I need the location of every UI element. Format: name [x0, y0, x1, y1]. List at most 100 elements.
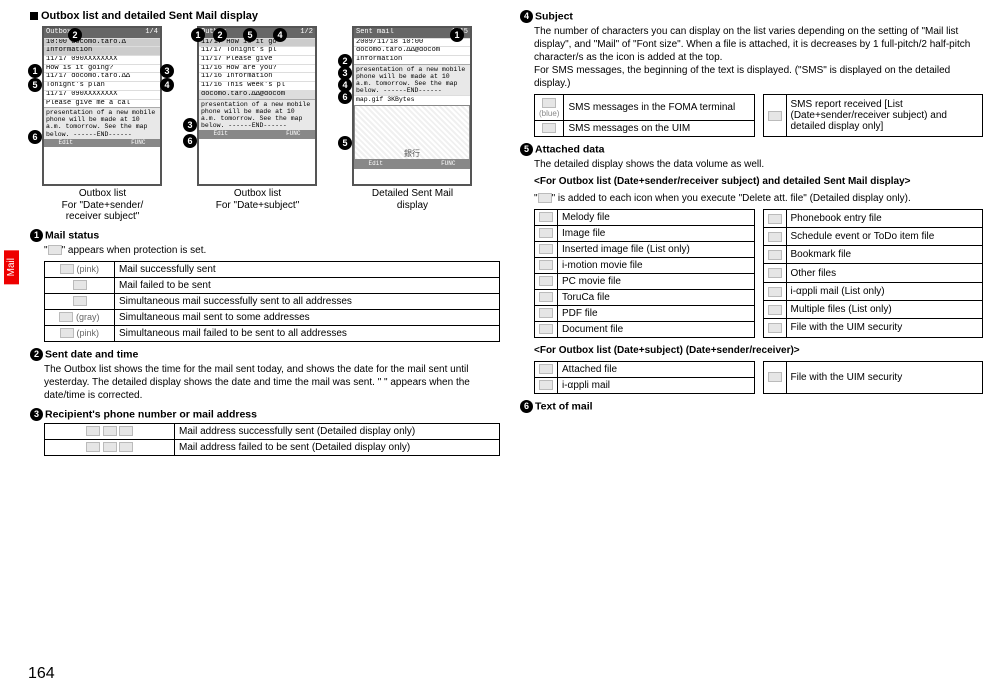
mail-sent-icon [60, 264, 74, 274]
table-row: Attached file [535, 361, 755, 377]
multiple-files-icon [768, 305, 782, 315]
table-row: (pink)Mail successfully sent [45, 261, 500, 277]
melody-icon [539, 212, 553, 222]
uim-security-icon-2 [768, 372, 782, 382]
file-type-tables: Melody file Image file Inserted image fi… [534, 209, 983, 338]
table-row: (blue)SMS messages in the FOMA terminal [535, 95, 755, 121]
callout-1b: 1 [191, 28, 205, 42]
table-row: Mail failed to be sent [45, 277, 500, 293]
document-icon [539, 324, 553, 334]
image-icon [539, 228, 553, 238]
mail-side-tab: Mail [4, 250, 19, 284]
attached-simple-tables: Attached file i-αppli mail File with the… [534, 361, 983, 394]
table-row: File with the UIM security [763, 319, 983, 337]
toruca-icon [539, 292, 553, 302]
sub-outbox-date-subject: <For Outbox list (Date+subject) (Date+se… [534, 344, 983, 357]
text-subject: The number of characters you can display… [534, 25, 983, 90]
uim-security-icon [768, 323, 782, 333]
callout-6b: 6 [183, 134, 197, 148]
heading-subject: 4Subject [520, 10, 983, 23]
table-row: SMS report received [List (Date+sender/r… [763, 95, 983, 137]
table-row: Melody file [535, 209, 755, 225]
table-row: Bookmark file [763, 246, 983, 264]
heading-sent-date: 2Sent date and time [30, 348, 500, 361]
schedule-icon [768, 232, 782, 242]
phone-1: 1 2 3 4 5 6 Outbox1/4 10:00 docomo.taro.… [30, 26, 175, 223]
attached-file-icon [539, 364, 553, 374]
phonebook-icon [768, 214, 782, 224]
text-mail-status: "" appears when protection is set. [44, 244, 500, 257]
table-row: PDF file [535, 305, 755, 321]
table-row: Mail address successfully sent (Detailed… [45, 423, 500, 439]
table-row: SMS messages on the UIM [535, 120, 755, 136]
phone-2-caption: Outbox list For "Date+subject" [185, 188, 330, 211]
mail-multi-some-icon [59, 312, 73, 322]
heading-mail-status: 1Mail status [30, 229, 500, 242]
sms-uim-icon [542, 123, 556, 133]
section-heading-outbox: Outbox list and detailed Sent Mail displ… [30, 10, 500, 22]
phone-1-caption: Outbox list For "Date+sender/ receiver s… [30, 188, 175, 223]
iappli-mail-icon [539, 380, 553, 390]
table-row: Schedule event or ToDo item file [763, 227, 983, 245]
table-row: Simultaneous mail successfully sent to a… [45, 293, 500, 309]
callout-2b: 2 [213, 28, 227, 42]
table-row: Document file [535, 321, 755, 337]
mail-failed-icon [73, 280, 87, 290]
mail-multi-fail-icon [60, 328, 74, 338]
callout-6: 6 [28, 130, 42, 144]
callout-3b: 3 [183, 118, 197, 132]
sms-report-icon [768, 111, 782, 121]
table-row: PC movie file [535, 273, 755, 289]
table-row: Multiple files (List only) [763, 301, 983, 319]
delete-att-icon [538, 193, 552, 203]
heading-attached: 5Attached data [520, 143, 983, 156]
table-mail-status: (pink)Mail successfully sent Mail failed… [44, 261, 500, 342]
table-row: Inserted image file (List only) [535, 241, 755, 257]
callout-4: 4 [160, 78, 174, 92]
heading-text-of-mail: 6Text of mail [520, 400, 983, 413]
text-sent-date: The Outbox list shows the time for the m… [44, 363, 500, 402]
callout-3: 3 [160, 64, 174, 78]
addr-ok-icon [86, 426, 100, 436]
callout-6c: 6 [338, 90, 352, 104]
mail-multi-icon [73, 296, 87, 306]
table-row: (pink)Simultaneous mail failed to be sen… [45, 325, 500, 341]
callout-1: 1 [28, 64, 42, 78]
callout-5c: 5 [338, 136, 352, 150]
right-column: 4Subject The number of characters you ca… [520, 10, 983, 462]
table-row: i-motion movie file [535, 257, 755, 273]
imotion-icon [539, 260, 553, 270]
text-attached-2: "" is added to each icon when you execut… [534, 192, 983, 205]
inserted-image-icon [539, 244, 553, 254]
table-row: ToruCa file [535, 289, 755, 305]
page-number: 164 [28, 665, 55, 683]
callout-4b: 4 [273, 28, 287, 42]
text-attached-1: The detailed display shows the data volu… [534, 158, 983, 171]
table-recipient: Mail address successfully sent (Detailed… [44, 423, 500, 456]
phone-3-caption: Detailed Sent Mail display [340, 188, 485, 211]
other-file-icon [768, 268, 782, 278]
phone-2: 1 2 5 4 3 6 Outbox1/2 11/17 How is it go… [185, 26, 330, 223]
table-row: Mail address failed to be sent (Detailed… [45, 439, 500, 455]
callout-5: 5 [28, 78, 42, 92]
heading-recipient: 3Recipient's phone number or mail addres… [30, 408, 500, 421]
sms-foma-icon [542, 98, 556, 108]
phone-3: 1 2 3 4 6 5 Sent mail1/15 2009/11/18 10:… [340, 26, 485, 223]
table-row: File with the UIM security [763, 361, 983, 393]
addr-fail-icon [86, 442, 100, 452]
bookmark-icon [768, 250, 782, 260]
left-column: Outbox list and detailed Sent Mail displ… [30, 10, 500, 462]
table-row: i-αppli mail (List only) [763, 282, 983, 300]
sub-outbox-detailed: <For Outbox list (Date+sender/receiver s… [534, 175, 983, 188]
iappli-icon [768, 287, 782, 297]
table-row: Phonebook entry file [763, 209, 983, 227]
callout-2: 2 [68, 28, 82, 42]
map-image-placeholder: 銀行 [354, 105, 470, 160]
phone-screenshots-row: 1 2 3 4 5 6 Outbox1/4 10:00 docomo.taro.… [30, 26, 500, 223]
pdf-icon [539, 308, 553, 318]
lock-icon [48, 245, 62, 255]
table-row: (gray)Simultaneous mail sent to some add… [45, 309, 500, 325]
table-row: Image file [535, 225, 755, 241]
table-row: Other files [763, 264, 983, 282]
table-row: i-αppli mail [535, 377, 755, 393]
